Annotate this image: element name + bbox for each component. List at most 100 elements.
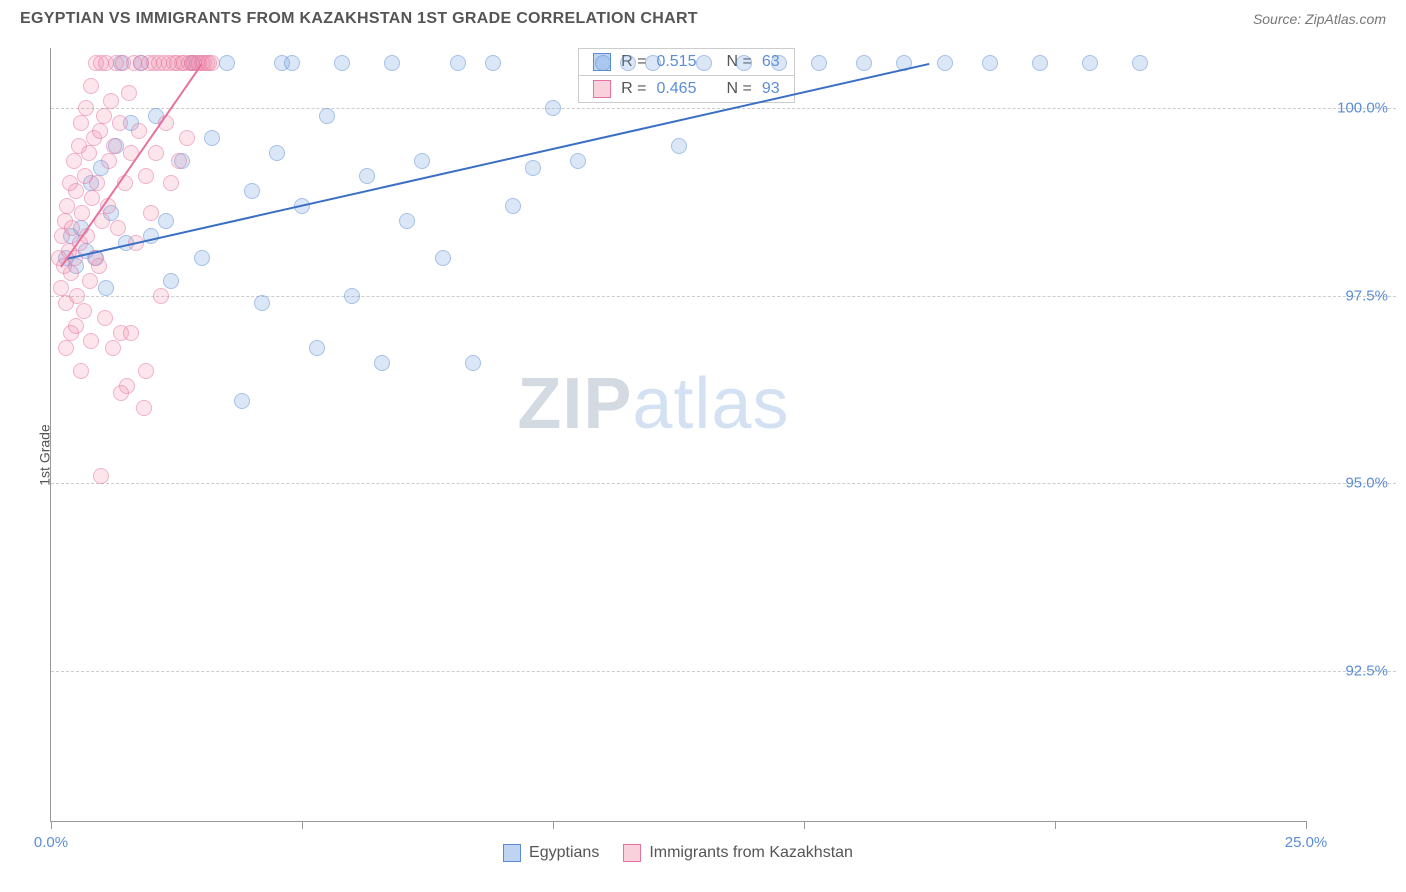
data-point bbox=[485, 55, 501, 71]
data-point bbox=[103, 93, 119, 109]
data-point bbox=[105, 340, 121, 356]
data-point bbox=[319, 108, 335, 124]
data-point bbox=[234, 393, 250, 409]
data-point bbox=[89, 175, 105, 191]
data-point bbox=[91, 258, 107, 274]
data-point bbox=[73, 363, 89, 379]
grid-line bbox=[51, 483, 1396, 484]
data-point bbox=[113, 385, 129, 401]
x-tick bbox=[302, 821, 303, 829]
data-point bbox=[525, 160, 541, 176]
data-point bbox=[83, 78, 99, 94]
data-point bbox=[384, 55, 400, 71]
y-tick-label: 97.5% bbox=[1318, 287, 1388, 304]
data-point bbox=[982, 55, 998, 71]
source-label: Source: ZipAtlas.com bbox=[1253, 11, 1386, 27]
data-point bbox=[671, 138, 687, 154]
data-point bbox=[92, 123, 108, 139]
data-point bbox=[771, 55, 787, 71]
data-point bbox=[399, 213, 415, 229]
data-point bbox=[163, 175, 179, 191]
chart-container: 1st Grade ZIPatlas R = 0.515 N = 63 R = … bbox=[50, 48, 1396, 862]
data-point bbox=[84, 190, 100, 206]
data-point bbox=[204, 130, 220, 146]
stats-row-a: R = 0.515 N = 63 bbox=[579, 49, 794, 76]
data-point bbox=[136, 400, 152, 416]
data-point bbox=[171, 153, 187, 169]
data-point bbox=[123, 325, 139, 341]
data-point bbox=[63, 265, 79, 281]
chart-title: EGYPTIAN VS IMMIGRANTS FROM KAZAKHSTAN 1… bbox=[20, 10, 698, 28]
data-point bbox=[143, 205, 159, 221]
data-point bbox=[334, 55, 350, 71]
data-point bbox=[101, 153, 117, 169]
stats-row-b: R = 0.465 N = 93 bbox=[579, 76, 794, 102]
data-point bbox=[148, 145, 164, 161]
x-tick bbox=[804, 821, 805, 829]
x-tick bbox=[553, 821, 554, 829]
y-tick-label: 95.0% bbox=[1318, 475, 1388, 492]
data-point bbox=[505, 198, 521, 214]
data-point bbox=[545, 100, 561, 116]
data-point bbox=[219, 55, 235, 71]
data-point bbox=[696, 55, 712, 71]
data-point bbox=[179, 130, 195, 146]
swatch-icon bbox=[593, 80, 611, 98]
data-point bbox=[106, 138, 122, 154]
x-tick bbox=[1306, 821, 1307, 829]
data-point bbox=[194, 250, 210, 266]
data-point bbox=[96, 108, 112, 124]
data-point bbox=[81, 145, 97, 161]
data-point bbox=[69, 288, 85, 304]
data-point bbox=[97, 310, 113, 326]
legend-item-b: Immigrants from Kazakhstan bbox=[623, 844, 853, 862]
data-point bbox=[98, 280, 114, 296]
data-point bbox=[64, 220, 80, 236]
data-point bbox=[158, 213, 174, 229]
data-point bbox=[465, 355, 481, 371]
data-point bbox=[435, 250, 451, 266]
data-point bbox=[66, 153, 82, 169]
data-point bbox=[1132, 55, 1148, 71]
data-point bbox=[68, 183, 84, 199]
data-point bbox=[450, 55, 466, 71]
y-tick-label: 92.5% bbox=[1318, 662, 1388, 679]
data-point bbox=[570, 153, 586, 169]
data-point bbox=[82, 273, 98, 289]
stats-legend: R = 0.515 N = 63 R = 0.465 N = 93 bbox=[578, 48, 795, 103]
data-point bbox=[59, 198, 75, 214]
trend-line bbox=[66, 63, 930, 260]
data-point bbox=[138, 363, 154, 379]
data-point bbox=[374, 355, 390, 371]
watermark: ZIPatlas bbox=[517, 363, 789, 445]
y-tick-label: 100.0% bbox=[1318, 100, 1388, 117]
data-point bbox=[856, 55, 872, 71]
grid-line bbox=[51, 671, 1396, 672]
data-point bbox=[204, 55, 220, 71]
data-point bbox=[163, 273, 179, 289]
grid-line bbox=[51, 296, 1396, 297]
data-point bbox=[93, 468, 109, 484]
data-point bbox=[153, 288, 169, 304]
data-point bbox=[83, 333, 99, 349]
data-point bbox=[811, 55, 827, 71]
data-point bbox=[244, 183, 260, 199]
data-point bbox=[110, 220, 126, 236]
data-point bbox=[121, 85, 137, 101]
data-point bbox=[76, 303, 92, 319]
data-point bbox=[78, 100, 94, 116]
data-point bbox=[74, 205, 90, 221]
data-point bbox=[937, 55, 953, 71]
data-point bbox=[414, 153, 430, 169]
data-point bbox=[309, 340, 325, 356]
swatch-icon bbox=[503, 844, 521, 862]
legend-item-a: Egyptians bbox=[503, 844, 599, 862]
data-point bbox=[254, 295, 270, 311]
data-point bbox=[1032, 55, 1048, 71]
data-point bbox=[112, 115, 128, 131]
data-point bbox=[53, 280, 69, 296]
data-point bbox=[58, 340, 74, 356]
swatch-icon bbox=[623, 844, 641, 862]
series-legend: Egyptians Immigrants from Kazakhstan bbox=[50, 844, 1306, 862]
plot-area: ZIPatlas R = 0.515 N = 63 R = 0.465 N = … bbox=[50, 48, 1306, 822]
